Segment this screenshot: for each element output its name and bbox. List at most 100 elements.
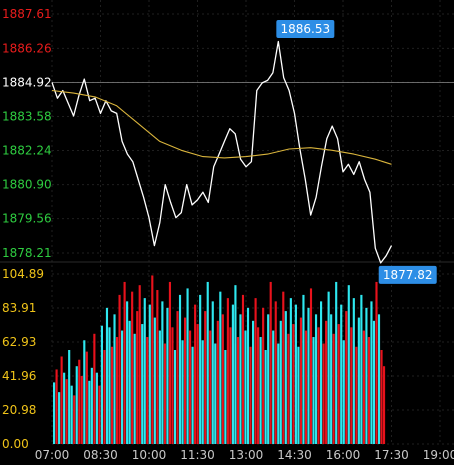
volume-bar[interactable] bbox=[229, 327, 232, 444]
volume-bar[interactable] bbox=[199, 294, 202, 444]
volume-bar[interactable] bbox=[314, 314, 318, 444]
volume-bar[interactable] bbox=[244, 330, 247, 444]
volume-bar[interactable] bbox=[173, 350, 177, 444]
volume-bar[interactable] bbox=[90, 367, 93, 444]
volume-bar[interactable] bbox=[345, 311, 348, 444]
volume-bar[interactable] bbox=[171, 327, 174, 444]
volume-bar[interactable] bbox=[267, 314, 270, 444]
volume-bar[interactable] bbox=[365, 307, 368, 444]
volume-bar[interactable] bbox=[304, 330, 308, 444]
volume-bar[interactable] bbox=[241, 294, 245, 444]
volume-bar[interactable] bbox=[53, 382, 56, 444]
volume-bar[interactable] bbox=[103, 350, 106, 444]
volume-bar[interactable] bbox=[317, 327, 320, 444]
volume-bar[interactable] bbox=[375, 281, 378, 444]
volume-bar[interactable] bbox=[161, 301, 164, 444]
volume-bar[interactable] bbox=[163, 343, 166, 444]
volume-bar[interactable] bbox=[320, 301, 323, 444]
volume-bar[interactable] bbox=[80, 375, 83, 444]
volume-bar[interactable] bbox=[224, 350, 227, 444]
volume-bar[interactable] bbox=[58, 392, 61, 444]
volume-bar[interactable] bbox=[236, 337, 240, 444]
volume-bar[interactable] bbox=[330, 314, 333, 444]
volume-bar[interactable] bbox=[257, 327, 260, 444]
volume-bar[interactable] bbox=[75, 366, 78, 444]
volume-bar[interactable] bbox=[259, 337, 262, 444]
volume-bar[interactable] bbox=[181, 340, 184, 444]
volume-bar[interactable] bbox=[189, 330, 192, 444]
price-line[interactable] bbox=[51, 40, 393, 264]
volume-bar[interactable] bbox=[352, 298, 355, 444]
volume-bar[interactable] bbox=[249, 346, 252, 444]
volume-bar[interactable] bbox=[70, 385, 73, 444]
volume-bar[interactable] bbox=[78, 359, 81, 444]
price-lines[interactable] bbox=[51, 40, 393, 264]
volume-bar[interactable] bbox=[262, 307, 265, 444]
volume-bar[interactable] bbox=[274, 301, 277, 444]
volume-bar[interactable] bbox=[113, 314, 116, 444]
volume-bar[interactable] bbox=[287, 333, 290, 444]
volume-bars[interactable] bbox=[53, 275, 386, 444]
volume-bar[interactable] bbox=[128, 320, 131, 444]
volume-bar[interactable] bbox=[110, 346, 114, 444]
volume-bar[interactable] bbox=[148, 304, 151, 444]
volume-bar[interactable] bbox=[221, 314, 224, 444]
volume-bar[interactable] bbox=[118, 294, 121, 444]
volume-bar[interactable] bbox=[254, 298, 257, 444]
volume-bar[interactable] bbox=[73, 395, 76, 444]
volume-bar[interactable] bbox=[380, 350, 383, 444]
volume-bar[interactable] bbox=[367, 337, 371, 444]
volume-bar[interactable] bbox=[322, 343, 325, 444]
volume-bar[interactable] bbox=[252, 320, 255, 444]
volume-bar[interactable] bbox=[372, 320, 376, 444]
volume-bar[interactable] bbox=[95, 372, 98, 444]
volume-bar[interactable] bbox=[355, 346, 358, 444]
volume-bar[interactable] bbox=[284, 311, 287, 444]
volume-bar[interactable] bbox=[234, 285, 237, 444]
volume-bar[interactable] bbox=[63, 372, 66, 444]
volume-bar[interactable] bbox=[332, 333, 335, 444]
volume-bar[interactable] bbox=[370, 301, 373, 444]
volume-bar[interactable] bbox=[68, 350, 71, 444]
volume-bar[interactable] bbox=[83, 340, 86, 444]
volume-bar[interactable] bbox=[105, 307, 109, 444]
volume-bar[interactable] bbox=[309, 288, 313, 444]
volume-bar[interactable] bbox=[277, 343, 280, 444]
volume-bar[interactable] bbox=[168, 281, 172, 444]
volume-bar[interactable] bbox=[204, 311, 207, 444]
volume-bar[interactable] bbox=[340, 304, 343, 444]
volume-bar[interactable] bbox=[312, 337, 315, 444]
volume-bar[interactable] bbox=[156, 290, 159, 444]
volume-bar[interactable] bbox=[98, 385, 101, 444]
volume-bar[interactable] bbox=[350, 327, 353, 444]
volume-bar[interactable] bbox=[176, 311, 179, 444]
volume-bar[interactable] bbox=[143, 298, 146, 444]
volume-bar[interactable] bbox=[362, 330, 365, 444]
volume-bar[interactable] bbox=[65, 379, 68, 444]
volume-bar[interactable] bbox=[335, 281, 338, 444]
volume-bar[interactable] bbox=[294, 304, 297, 444]
volume-bar[interactable] bbox=[347, 285, 350, 444]
volume-bar[interactable] bbox=[60, 356, 63, 444]
volume-bar[interactable] bbox=[264, 350, 267, 444]
volume-bar[interactable] bbox=[141, 324, 144, 444]
volume-bar[interactable] bbox=[108, 327, 111, 444]
volume-bar[interactable] bbox=[269, 281, 272, 444]
volume-bar[interactable] bbox=[302, 294, 305, 444]
volume-bar[interactable] bbox=[297, 346, 300, 444]
volume-bar[interactable] bbox=[337, 324, 340, 444]
volume-bar[interactable] bbox=[138, 285, 141, 444]
volume-bar[interactable] bbox=[342, 340, 345, 444]
volume-bar[interactable] bbox=[209, 330, 212, 444]
volume-bar[interactable] bbox=[131, 291, 134, 444]
volume-bar[interactable] bbox=[327, 291, 330, 444]
volume-bar[interactable] bbox=[214, 343, 217, 444]
volume-bar[interactable] bbox=[151, 275, 154, 444]
volume-bar[interactable] bbox=[382, 366, 386, 444]
volume-bar[interactable] bbox=[85, 351, 88, 444]
volume-bar[interactable] bbox=[93, 333, 96, 444]
volume-bar[interactable] bbox=[272, 330, 275, 444]
volume-bar[interactable] bbox=[123, 281, 126, 444]
volume-bar[interactable] bbox=[194, 304, 197, 444]
